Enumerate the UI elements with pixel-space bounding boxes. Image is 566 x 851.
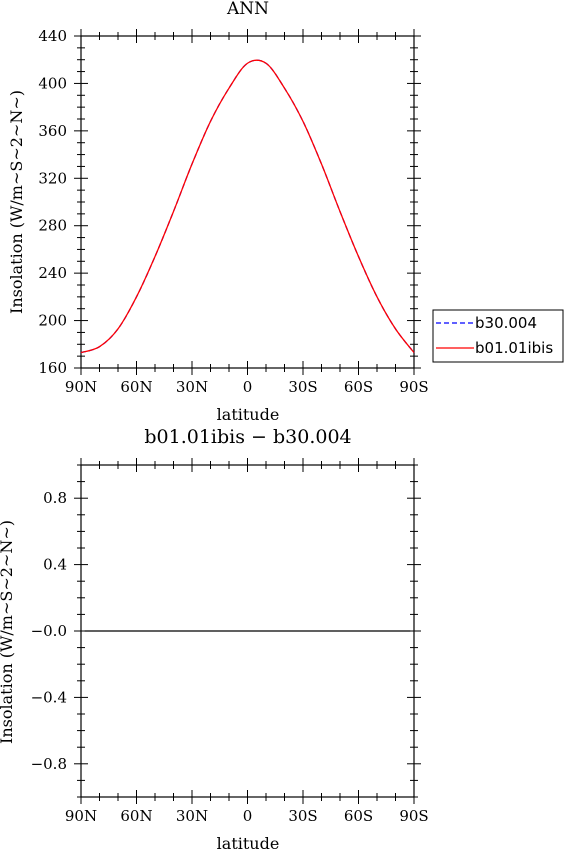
bottom-y-axis-label: Insolation (W/m~S~2~N~): [0, 520, 16, 744]
bottom-x-tick-label: 90N: [65, 807, 97, 825]
top-x-tick-label: 0: [243, 378, 253, 396]
top-y-tick-label: 320: [38, 169, 67, 187]
bottom-x-axis-label: latitude: [217, 834, 280, 851]
top-y-tick-label: 160: [38, 359, 67, 377]
top-chart-title: ANN: [226, 0, 269, 19]
bottom-x-tick-label: 60S: [344, 807, 373, 825]
legend-box: [432, 309, 564, 363]
top-series-line-b01-01ibis: [80, 59, 415, 354]
bottom-y-tick-label: 0.4: [43, 556, 67, 574]
top-x-tick-label: 30S: [288, 378, 317, 396]
bottom-x-tick-label: 90S: [399, 807, 428, 825]
top-y-tick-label: 360: [38, 122, 67, 140]
legend-label-b30-004: b30.004: [475, 314, 537, 332]
bottom-x-tick-label: 60N: [120, 807, 152, 825]
top-y-tick-label: 400: [38, 74, 67, 92]
top-y-tick-label: 240: [38, 264, 67, 282]
legend: b30.004 b01.01ibis: [432, 309, 564, 363]
bottom-y-tick-label: −0.8: [31, 755, 67, 773]
legend-label-b01-01ibis: b01.01ibis: [475, 339, 553, 357]
top-x-tick-label: 60S: [344, 378, 373, 396]
bottom-y-tick-label: −0.0: [31, 622, 67, 640]
bottom-x-tick-label: 0: [243, 807, 253, 825]
top-x-tick-label: 90N: [65, 378, 97, 396]
bottom-y-tick-label: 0.8: [43, 489, 67, 507]
top-y-axis-label: Insolation (W/m~S~2~N~): [7, 90, 26, 314]
bottom-chart-title: b01.01ibis − b30.004: [144, 426, 351, 448]
bottom-x-tick-label: 30S: [288, 807, 317, 825]
top-y-tick-label: 200: [38, 312, 67, 330]
bottom-x-tick-label: 30N: [176, 807, 208, 825]
top-x-axis-label: latitude: [217, 405, 280, 424]
top-plot-frame: [80, 35, 415, 369]
top-x-tick-label: 60N: [120, 378, 152, 396]
top-x-tick-label: 90S: [399, 378, 428, 396]
top-x-tick-label: 30N: [176, 378, 208, 396]
top-y-tick-label: 280: [38, 217, 67, 235]
bottom-y-tick-label: −0.4: [31, 688, 67, 706]
top-y-tick-label: 440: [38, 27, 67, 45]
